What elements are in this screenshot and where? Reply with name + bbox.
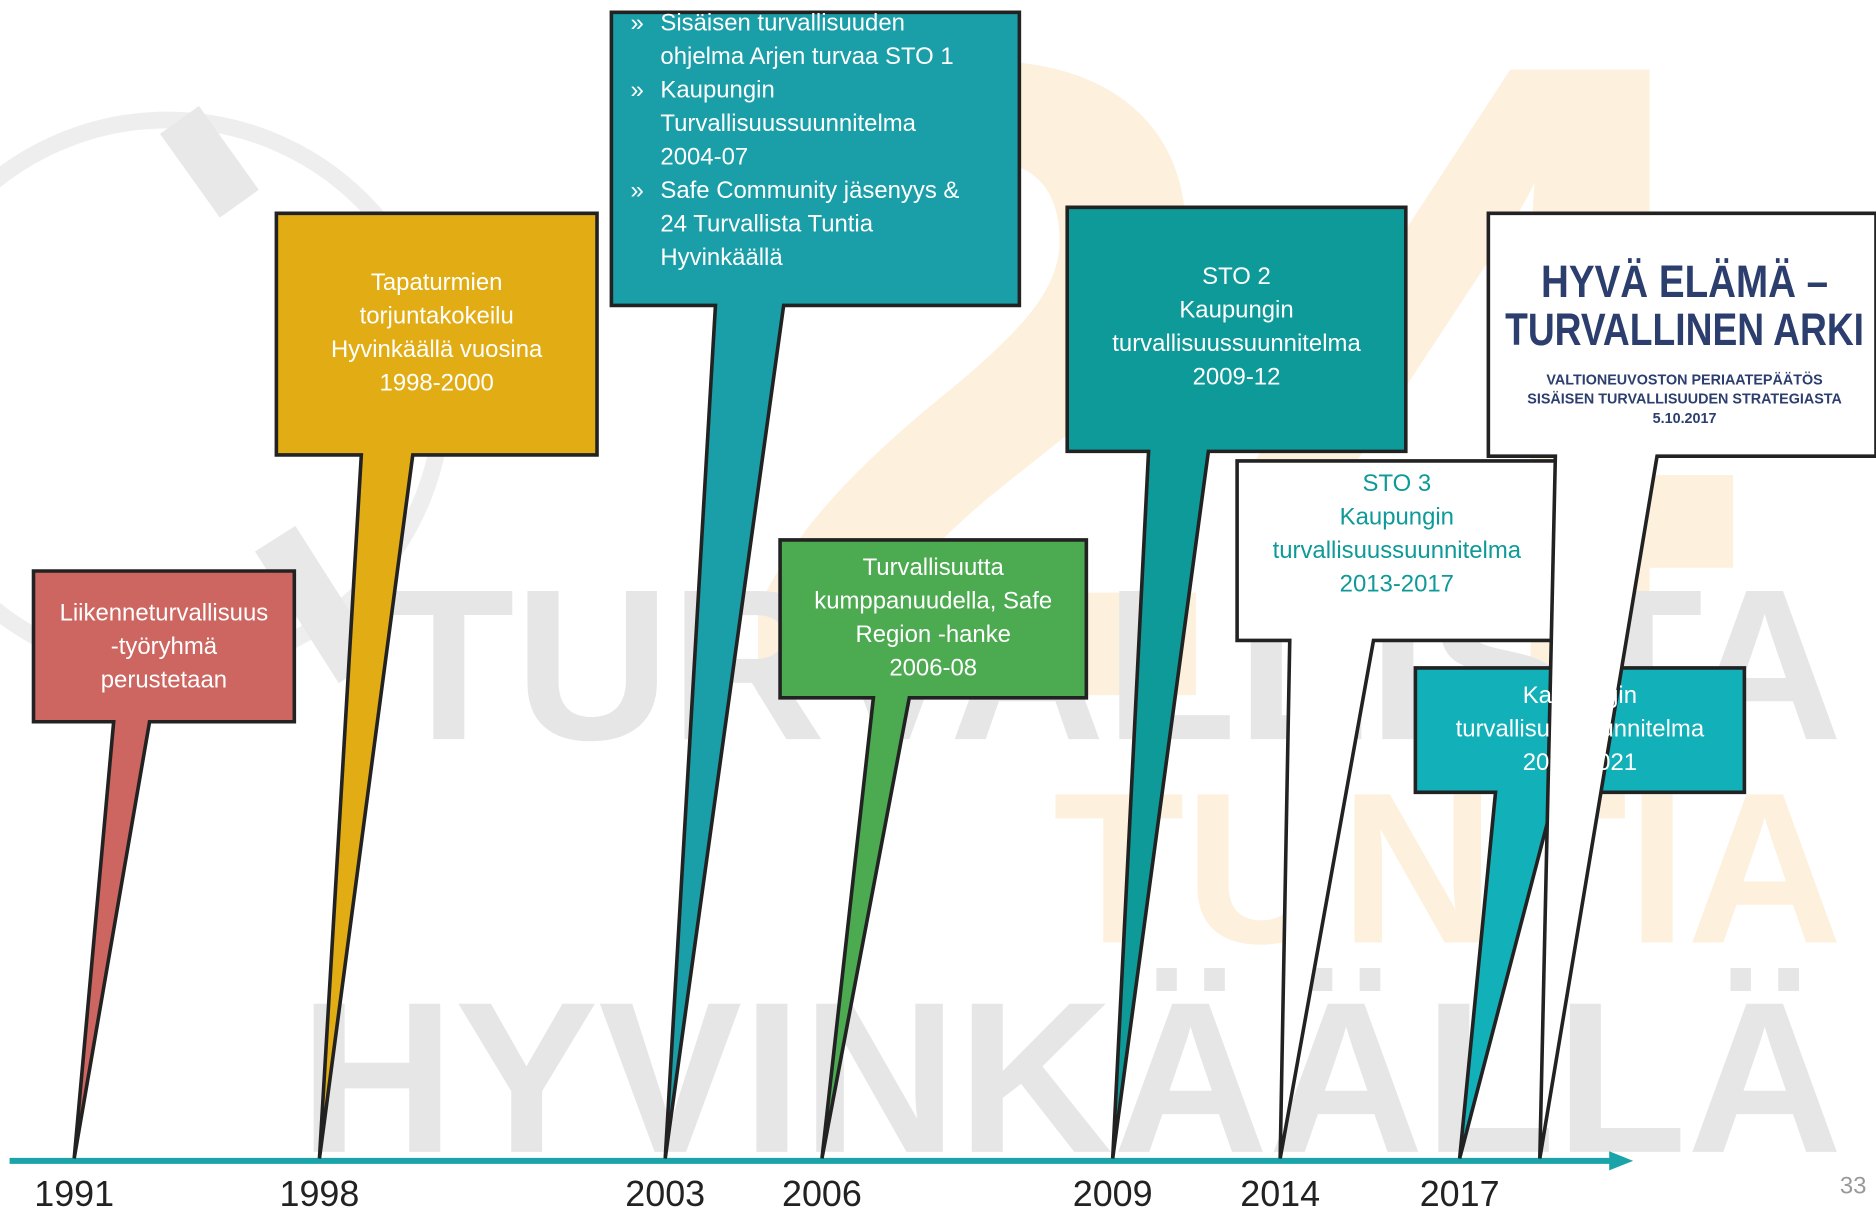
year-label: 2009 bbox=[1073, 1174, 1153, 1214]
slide: 24TURVALLISTATUNTIAHYVINKÄÄLLÄ1991Liiken… bbox=[0, 0, 1876, 1215]
bullet-text: Sisäisen turvallisuuden bbox=[660, 10, 905, 37]
image-subtitle: 5.10.2017 bbox=[1653, 411, 1717, 427]
image-subtitle: VALTIONEUVOSTON PERIAATEPÄÄTÖS bbox=[1546, 372, 1822, 389]
image-subtitle: SISÄISEN TURVALLISUUDEN STRATEGIASTA bbox=[1527, 391, 1842, 408]
callout-text: turvallisuussuunnitelma bbox=[1456, 715, 1705, 742]
callout-text: perustetaan bbox=[101, 666, 227, 693]
bullet-marker: » bbox=[631, 10, 644, 37]
callout-text: kumppanuudella, Safe bbox=[814, 587, 1052, 614]
bullet-text: Safe Community jäsenyys & bbox=[660, 177, 959, 204]
callout-text: 2017-2021 bbox=[1523, 749, 1637, 776]
callout-text: torjuntakokeilu bbox=[360, 303, 514, 330]
callout-text: 2006-08 bbox=[889, 654, 977, 681]
callout-text: 1998-2000 bbox=[380, 370, 494, 397]
callout-text: turvallisuussuunnitelma bbox=[1112, 330, 1361, 357]
callout-text: Kaupungin bbox=[1179, 297, 1293, 324]
image-title: TURVALLINEN ARKI bbox=[1505, 304, 1864, 355]
callout-text: Hyvinkäällä vuosina bbox=[331, 336, 543, 363]
bullet-marker: » bbox=[631, 77, 644, 104]
bullet-text: Kaupungin bbox=[660, 77, 774, 104]
callout-text: STO 2 bbox=[1202, 263, 1271, 290]
callout-text: 2009-12 bbox=[1193, 364, 1281, 391]
callout-text: -työryhmä bbox=[111, 633, 218, 660]
callout-text: Kaupungin bbox=[1340, 504, 1454, 531]
bullet-marker: » bbox=[631, 177, 644, 204]
year-label: 2014 bbox=[1240, 1174, 1320, 1214]
page-number: 33 bbox=[1840, 1172, 1867, 1199]
bullet-text: Hyvinkäällä bbox=[660, 244, 783, 271]
bullet-text: 24 Turvallista Tuntia bbox=[660, 211, 873, 238]
callout-text: Kaupungin bbox=[1523, 682, 1637, 709]
year-label: 1998 bbox=[280, 1174, 360, 1214]
year-label: 2006 bbox=[782, 1174, 862, 1214]
bullet-text: Turvallisuussuunnitelma bbox=[660, 110, 916, 137]
image-title: HYVÄ ELÄMÄ – bbox=[1541, 256, 1828, 307]
year-label: 2017 bbox=[1420, 1174, 1500, 1214]
callout-text: STO 3 bbox=[1363, 470, 1432, 497]
bullet-text: 2004-07 bbox=[660, 144, 748, 171]
year-label: 2003 bbox=[625, 1174, 705, 1214]
year-label: 1991 bbox=[34, 1174, 114, 1214]
callout-text: Region -hanke bbox=[855, 621, 1011, 648]
callout-text: 2013-2017 bbox=[1340, 571, 1454, 598]
callout-text: turvallisuussuunnitelma bbox=[1273, 537, 1522, 564]
bullet-text: ohjelma Arjen turvaa STO 1 bbox=[660, 43, 953, 70]
callout-text: Turvallisuutta bbox=[863, 554, 1005, 581]
callout-text: Tapaturmien bbox=[371, 269, 503, 296]
callout-text: Liikenneturvallisuus bbox=[60, 599, 269, 626]
